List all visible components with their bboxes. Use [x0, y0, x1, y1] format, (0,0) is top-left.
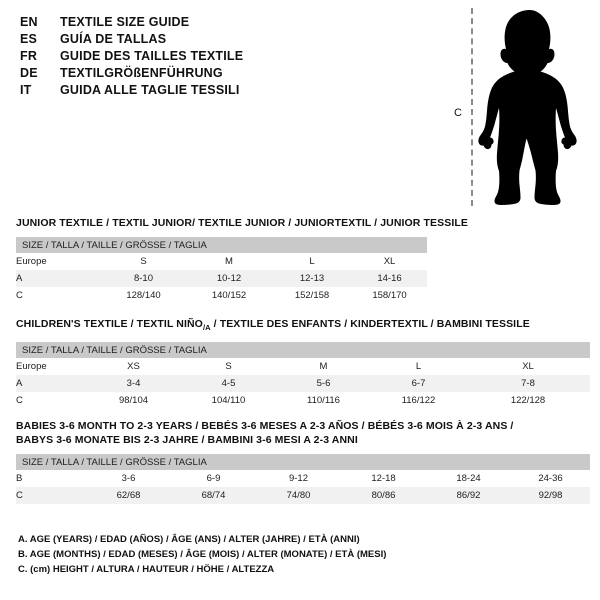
table-row: Europe S M L XL — [16, 253, 427, 270]
cell-value: L — [272, 253, 352, 270]
section-children-textile: CHILDREN'S TEXTILE / TEXTIL NIÑO/A / TEX… — [16, 317, 590, 410]
table-header-row: SIZE / TALLA / TAILLE / GRÖSSE / TAGLIA — [16, 342, 590, 359]
row-label: A — [16, 270, 101, 287]
language-title-block: EN TEXTILE SIZE GUIDE ES GUÍA DE TALLAS … — [20, 14, 420, 99]
language-row-de: DE TEXTILGRÖßENFÜHRUNG — [20, 65, 420, 82]
language-title-en: TEXTILE SIZE GUIDE — [60, 15, 190, 29]
table-row: Europe XS S M L XL — [16, 358, 590, 376]
cell-value: 12-18 — [341, 470, 426, 487]
junior-size-table: SIZE / TALLA / TAILLE / GRÖSSE / TAGLIA … — [16, 237, 427, 304]
children-column-header: SIZE / TALLA / TAILLE / GRÖSSE / TAGLIA — [16, 342, 590, 359]
legend-line-c: C. (cm) HEIGHT / ALTURA / HAUTEUR / HÖHE… — [18, 564, 275, 575]
cell-value: 86/92 — [426, 487, 511, 504]
section-title-babies-line1: BABIES 3-6 MONTH TO 2-3 YEARS / BEBÉS 3-… — [16, 420, 514, 432]
cell-value: XL — [352, 253, 427, 270]
cell-value: 14-16 — [352, 270, 427, 287]
table-row: C 98/104 104/110 110/116 116/122 122/128 — [16, 392, 590, 410]
cell-value: 3-6 — [86, 470, 171, 487]
table-row: A 8-10 10-12 12-13 14-16 — [16, 270, 427, 287]
section-title-babies-line2: BABYS 3-6 MONATE BIS 2-3 JAHRE / BAMBINI… — [16, 434, 358, 446]
cell-value: 140/152 — [186, 287, 272, 304]
section-babies-textile: BABIES 3-6 MONTH TO 2-3 YEARS / BEBÉS 3-… — [16, 419, 590, 504]
language-code-fr: FR — [20, 49, 38, 63]
cell-value: 8-10 — [101, 270, 186, 287]
cell-value: 3-4 — [86, 375, 181, 393]
table-header-row: SIZE / TALLA / TAILLE / GRÖSSE / TAGLIA — [16, 237, 427, 253]
cell-value: S — [101, 253, 186, 270]
cell-value: 98/104 — [86, 392, 181, 410]
cell-value: 10-12 — [186, 270, 272, 287]
row-label: C — [16, 287, 101, 304]
cell-value: 92/98 — [511, 487, 590, 504]
section-junior-textile: JUNIOR TEXTILE / TEXTIL JUNIOR/ TEXTILE … — [16, 216, 468, 304]
section-title-children: CHILDREN'S TEXTILE / TEXTIL NIÑO/A / TEX… — [16, 317, 590, 335]
cell-value: 104/110 — [181, 392, 276, 410]
height-measure-label: C — [454, 107, 462, 119]
section-title-children-part1: CHILDREN'S TEXTILE / TEXTIL NIÑO — [16, 318, 203, 330]
cell-value: 122/128 — [466, 392, 590, 410]
table-header-row: SIZE / TALLA / TAILLE / GRÖSSE / TAGLIA — [16, 454, 590, 470]
cell-value: 128/140 — [101, 287, 186, 304]
cell-value: 6-9 — [171, 470, 256, 487]
row-label: C — [16, 392, 86, 410]
language-row-es: ES GUÍA DE TALLAS — [20, 31, 420, 48]
section-title-children-sub: /A — [202, 323, 211, 333]
table-row: B 3-6 6-9 9-12 12-18 18-24 24-36 — [16, 470, 590, 487]
cell-value: 7-8 — [466, 375, 590, 393]
table-row: C 128/140 140/152 152/158 158/170 — [16, 287, 427, 304]
junior-column-header: SIZE / TALLA / TAILLE / GRÖSSE / TAGLIA — [16, 237, 427, 253]
section-title-children-part2: / TEXTILE DES ENFANTS / KINDERTEXTIL / B… — [210, 318, 530, 330]
language-title-de: TEXTILGRÖßENFÜHRUNG — [60, 66, 223, 80]
language-code-es: ES — [20, 32, 38, 46]
legend-line-a: A. AGE (YEARS) / EDAD (AÑOS) / ÂGE (ANS)… — [18, 534, 360, 545]
language-row-fr: FR GUIDE DES TAILLES TEXTILE — [20, 48, 420, 65]
cell-value: 5-6 — [276, 375, 371, 393]
table-row: C 62/68 68/74 74/80 80/86 86/92 92/98 — [16, 487, 590, 504]
legend-block: A. AGE (YEARS) / EDAD (AÑOS) / ÂGE (ANS)… — [18, 532, 578, 577]
row-label: C — [16, 487, 86, 504]
height-dashed-line — [471, 8, 473, 206]
cell-value: S — [181, 358, 276, 376]
child-silhouette-icon — [478, 10, 577, 205]
cell-value: 24-36 — [511, 470, 590, 487]
cell-value: XS — [86, 358, 181, 376]
cell-value: 68/74 — [171, 487, 256, 504]
language-title-it: GUIDA ALLE TAGLIE TESSILI — [60, 83, 240, 97]
row-label: Europe — [16, 358, 86, 376]
cell-value: 110/116 — [276, 392, 371, 410]
cell-value: M — [186, 253, 272, 270]
cell-value: 12-13 — [272, 270, 352, 287]
cell-value: 18-24 — [426, 470, 511, 487]
children-size-table: SIZE / TALLA / TAILLE / GRÖSSE / TAGLIA … — [16, 342, 590, 410]
cell-value: 116/122 — [371, 392, 466, 410]
legend-line-b: B. AGE (MONTHS) / EDAD (MESES) / ÂGE (MO… — [18, 549, 387, 560]
cell-value: 152/158 — [272, 287, 352, 304]
cell-value: 74/80 — [256, 487, 341, 504]
section-title-junior: JUNIOR TEXTILE / TEXTIL JUNIOR/ TEXTILE … — [16, 217, 468, 229]
cell-value: 6-7 — [371, 375, 466, 393]
cell-value: 158/170 — [352, 287, 427, 304]
cell-value: M — [276, 358, 371, 376]
cell-value: 9-12 — [256, 470, 341, 487]
cell-value: L — [371, 358, 466, 376]
cell-value: 80/86 — [341, 487, 426, 504]
row-label: A — [16, 375, 86, 393]
babies-column-header: SIZE / TALLA / TAILLE / GRÖSSE / TAGLIA — [16, 454, 590, 470]
row-label: Europe — [16, 253, 101, 270]
language-row-it: IT GUIDA ALLE TAGLIE TESSILI — [20, 82, 420, 99]
language-code-en: EN — [20, 15, 38, 29]
language-row-en: EN TEXTILE SIZE GUIDE — [20, 14, 420, 31]
table-row: A 3-4 4-5 5-6 6-7 7-8 — [16, 375, 590, 393]
cell-value: 62/68 — [86, 487, 171, 504]
cell-value: XL — [466, 358, 590, 376]
language-title-es: GUÍA DE TALLAS — [60, 32, 167, 46]
language-title-fr: GUIDE DES TAILLES TEXTILE — [60, 49, 244, 63]
height-measurement-figure: C — [440, 0, 600, 215]
row-label: B — [16, 470, 86, 487]
language-code-it: IT — [20, 83, 32, 97]
babies-size-table: SIZE / TALLA / TAILLE / GRÖSSE / TAGLIA … — [16, 454, 590, 504]
language-code-de: DE — [20, 66, 38, 80]
cell-value: 4-5 — [181, 375, 276, 393]
